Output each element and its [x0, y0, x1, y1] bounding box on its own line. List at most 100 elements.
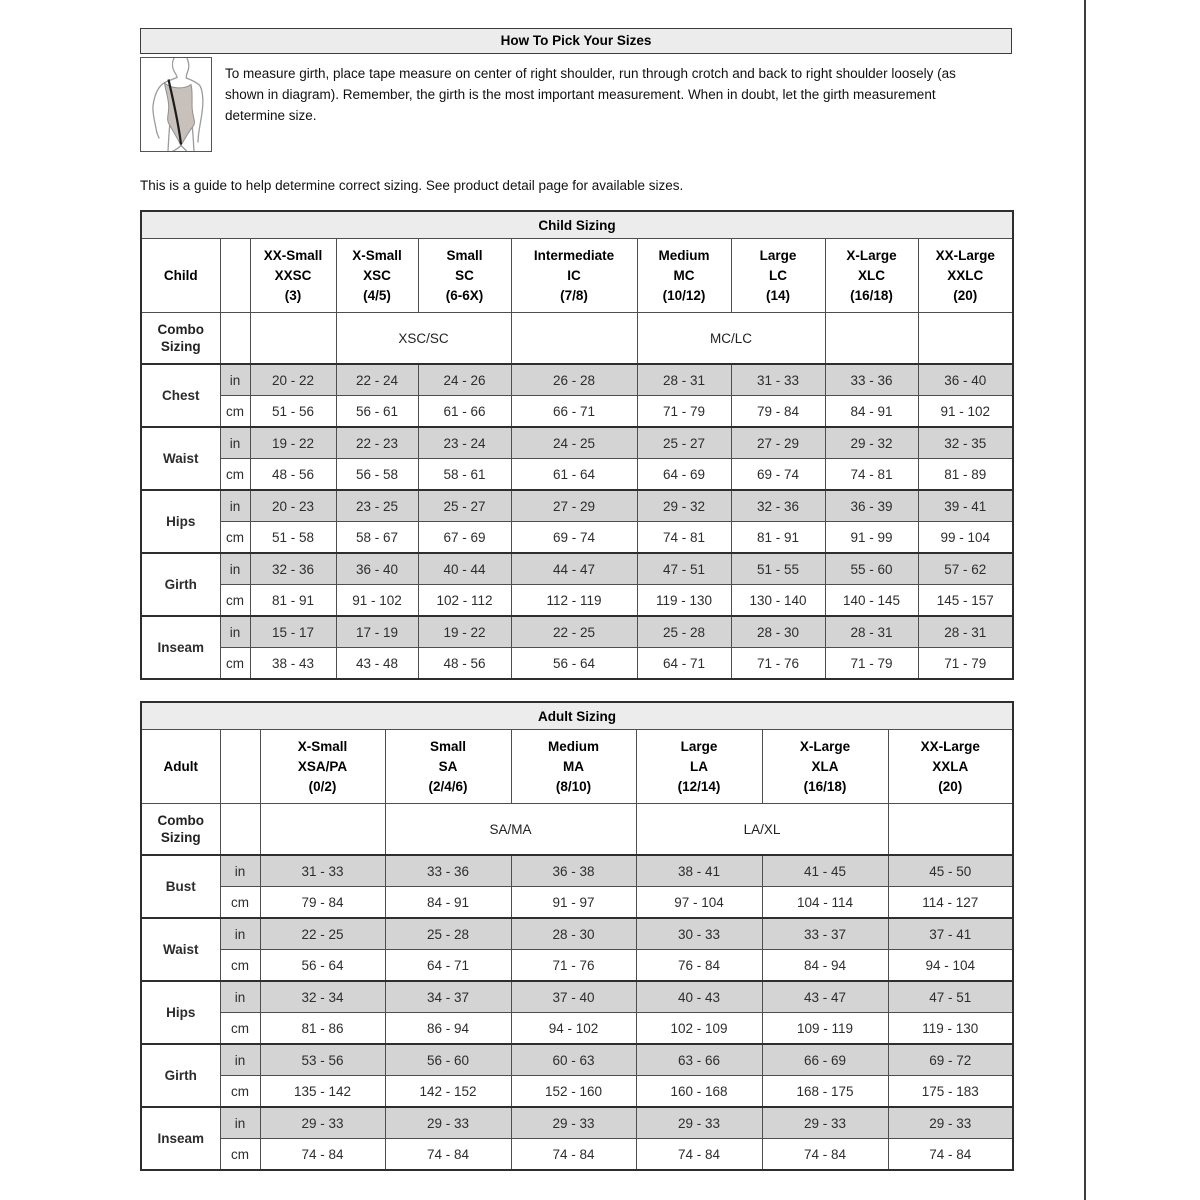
- size-value-cell: 51 - 58: [249, 521, 337, 554]
- size-value-cell: 25 - 28: [636, 615, 732, 648]
- size-value-cell: 36 - 40: [335, 552, 419, 585]
- size-value-cell: 64 - 71: [384, 949, 512, 982]
- size-value-cell: 32 - 36: [249, 552, 337, 585]
- size-value-cell: 51 - 55: [730, 552, 826, 585]
- size-value-cell: 41 - 45: [761, 854, 889, 887]
- size-value-cell: 99 - 104: [917, 521, 1014, 554]
- girth-diagram: [140, 57, 212, 152]
- size-column-header: Large LA (12/14): [635, 729, 763, 804]
- vertical-divider: [1084, 0, 1086, 1200]
- size-value-cell: 56 - 61: [335, 395, 419, 428]
- size-header-sizes: (10/12): [662, 287, 706, 303]
- size-value-cell: 71 - 79: [636, 395, 732, 428]
- unit-label: in: [219, 426, 251, 459]
- size-value-cell: 55 - 60: [824, 552, 919, 585]
- size-value-cell: 28 - 31: [917, 615, 1014, 648]
- size-header-code: XLA: [811, 758, 839, 774]
- size-value-cell: 31 - 33: [730, 363, 826, 396]
- measurement-label: Waist: [140, 426, 221, 491]
- size-value-cell: 26 - 28: [510, 363, 638, 396]
- combo-sizing-value: LA/XL: [635, 803, 889, 856]
- size-value-cell: 23 - 25: [335, 489, 419, 522]
- size-value-cell: 36 - 38: [510, 854, 637, 887]
- size-value-cell: 71 - 76: [730, 647, 826, 680]
- size-header-code: SC: [455, 267, 474, 283]
- size-header-name: X-Large: [846, 247, 897, 263]
- table-group-label: Adult: [140, 729, 221, 804]
- size-value-cell: 31 - 33: [259, 854, 386, 887]
- size-value-cell: 152 - 160: [510, 1075, 637, 1108]
- size-value-cell: 91 - 97: [510, 886, 637, 919]
- intro-section: To measure girth, place tape measure on …: [140, 57, 1012, 152]
- size-value-cell: 32 - 35: [917, 426, 1014, 459]
- unit-label: in: [219, 489, 251, 522]
- size-value-cell: 66 - 71: [510, 395, 638, 428]
- size-value-cell: 36 - 39: [824, 489, 919, 522]
- size-value-cell: 29 - 32: [824, 426, 919, 459]
- size-value-cell: 30 - 33: [635, 917, 763, 950]
- measurement-label: Girth: [140, 1043, 221, 1108]
- size-value-cell: 24 - 25: [510, 426, 638, 459]
- size-value-cell: 22 - 24: [335, 363, 419, 396]
- size-value-cell: 74 - 81: [636, 521, 732, 554]
- size-header-name: Small: [429, 738, 467, 754]
- size-value-cell: 130 - 140: [730, 584, 826, 617]
- size-value-cell: 36 - 40: [917, 363, 1014, 396]
- size-value-cell: 74 - 84: [761, 1138, 889, 1171]
- size-value-cell: 48 - 56: [417, 647, 512, 680]
- unit-label: cm: [219, 395, 251, 428]
- measurement-label: Bust: [140, 854, 221, 919]
- size-value-cell: 24 - 26: [417, 363, 512, 396]
- unit-label: in: [219, 980, 261, 1013]
- combo-sizing-label: Combo Sizing: [140, 803, 221, 856]
- size-header-code: XSA/PA: [297, 758, 348, 774]
- unit-label: in: [219, 615, 251, 648]
- size-value-cell: 74 - 84: [887, 1138, 1014, 1171]
- measurement-label: Waist: [140, 917, 221, 982]
- measurement-label: Hips: [140, 980, 221, 1045]
- unit-label: cm: [219, 584, 251, 617]
- size-value-cell: 28 - 31: [636, 363, 732, 396]
- size-column-header: XX-Small XXSC (3): [249, 238, 337, 313]
- size-value-cell: 25 - 28: [384, 917, 512, 950]
- size-value-cell: 74 - 84: [635, 1138, 763, 1171]
- size-value-cell: 81 - 89: [917, 458, 1014, 491]
- combo-empty-cell: [917, 312, 1014, 365]
- size-value-cell: 56 - 64: [259, 949, 386, 982]
- adult-table-title: Adult Sizing: [140, 701, 1014, 730]
- size-value-cell: 34 - 37: [384, 980, 512, 1013]
- combo-empty-cell: [510, 312, 638, 365]
- size-value-cell: 142 - 152: [384, 1075, 512, 1108]
- size-value-cell: 58 - 67: [335, 521, 419, 554]
- table-group-label: Child: [140, 238, 221, 313]
- size-value-cell: 20 - 23: [249, 489, 337, 522]
- size-value-cell: 29 - 33: [887, 1106, 1014, 1139]
- size-value-cell: 104 - 114: [761, 886, 889, 919]
- size-value-cell: 39 - 41: [917, 489, 1014, 522]
- size-header-name: Large: [759, 247, 797, 263]
- size-column-header: X-Large XLA (16/18): [761, 729, 889, 804]
- size-value-cell: 38 - 43: [249, 647, 337, 680]
- size-value-cell: 61 - 64: [510, 458, 638, 491]
- size-value-cell: 114 - 127: [887, 886, 1014, 919]
- size-header-code: IC: [567, 267, 581, 283]
- unit-label: in: [219, 363, 251, 396]
- size-column-header: X-Large XLC (16/18): [824, 238, 919, 313]
- size-value-cell: 37 - 40: [510, 980, 637, 1013]
- guide-text: This is a guide to help determine correc…: [140, 178, 684, 193]
- size-header-code: XXLC: [947, 267, 984, 283]
- size-header-sizes: (7/8): [560, 287, 588, 303]
- size-header-sizes: (4/5): [363, 287, 391, 303]
- measurement-label: Inseam: [140, 615, 221, 680]
- size-value-cell: 48 - 56: [249, 458, 337, 491]
- size-value-cell: 69 - 74: [730, 458, 826, 491]
- size-value-cell: 64 - 71: [636, 647, 732, 680]
- size-header-name: X-Small: [297, 738, 348, 754]
- size-value-cell: 44 - 47: [510, 552, 638, 585]
- size-header-name: Small: [446, 247, 483, 263]
- size-header-code: XXSC: [274, 267, 312, 283]
- howto-header: How To Pick Your Sizes: [140, 28, 1012, 54]
- size-value-cell: 23 - 24: [417, 426, 512, 459]
- size-value-cell: 66 - 69: [761, 1043, 889, 1076]
- size-value-cell: 56 - 58: [335, 458, 419, 491]
